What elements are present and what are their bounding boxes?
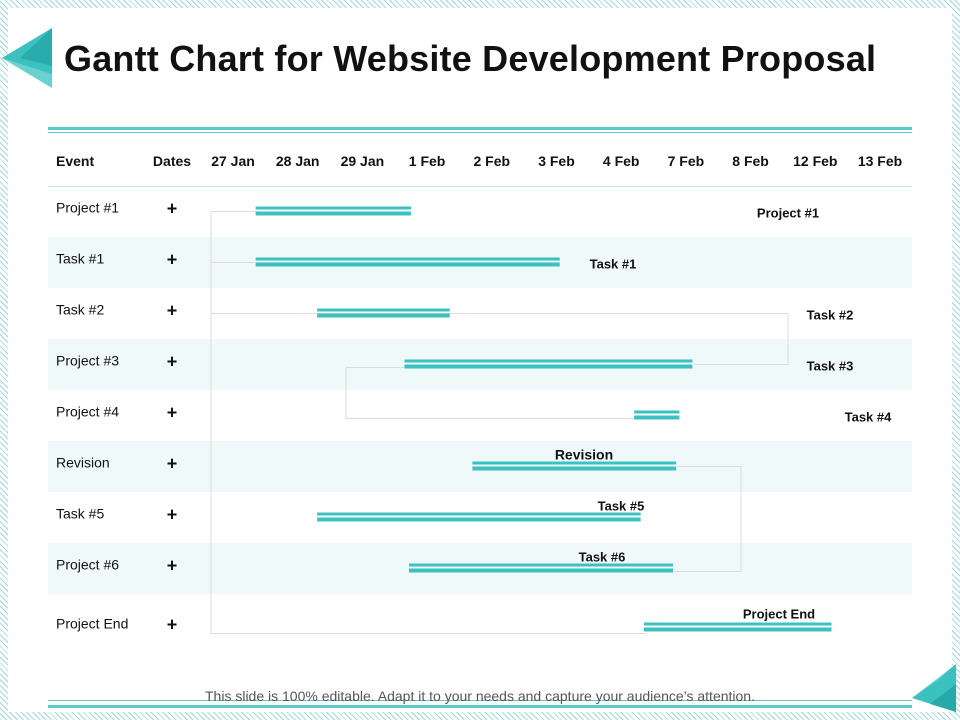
dates-plus-icon: + <box>167 250 178 270</box>
dates-plus-icon: + <box>167 615 178 635</box>
event-label: Project End <box>56 616 128 632</box>
gantt-bar-top <box>255 257 560 261</box>
gantt-bar-top <box>317 308 450 312</box>
gantt-bar <box>408 568 673 573</box>
date-tick-label: 3 Feb <box>538 153 575 169</box>
bottom-right-triangle-decoration <box>912 664 956 712</box>
header-rule <box>48 186 912 187</box>
dates-plus-icon: + <box>167 505 178 525</box>
bar-label: Task #6 <box>579 550 626 565</box>
gantt-bar <box>317 313 450 318</box>
date-tick-label: 7 Feb <box>668 153 705 169</box>
gantt-bar <box>255 262 560 267</box>
footer-note: This slide is 100% editable. Adapt it to… <box>205 688 755 704</box>
connector-revision-task6 <box>674 466 742 572</box>
event-label: Task #5 <box>56 506 104 522</box>
gantt-bar-top <box>472 461 677 465</box>
bar-label: Task #2 <box>807 308 854 323</box>
dates-plus-icon: + <box>167 556 178 576</box>
gantt-bar <box>404 364 693 369</box>
gantt-bar <box>472 466 677 471</box>
date-tick-label: 13 Feb <box>858 153 902 169</box>
bottom-rule <box>48 705 912 708</box>
connector-left <box>210 211 647 634</box>
gantt-bar <box>317 517 641 522</box>
dates-plus-icon: + <box>167 403 178 423</box>
event-label: Project #1 <box>56 200 119 216</box>
gantt-bar <box>634 415 680 420</box>
event-label: Project #3 <box>56 353 119 369</box>
dates-plus-icon: + <box>167 454 178 474</box>
bar-label: Task #4 <box>845 410 893 425</box>
gantt-bar-top <box>643 622 832 626</box>
date-tick-label: 4 Feb <box>603 153 640 169</box>
gantt-bar <box>255 211 411 216</box>
connector-project3-project4 <box>345 367 635 419</box>
gantt-bar-top <box>317 512 641 516</box>
bar-label: Revision <box>555 447 613 463</box>
bottom-rule-thin <box>48 700 912 701</box>
event-label: Project #4 <box>56 404 119 420</box>
top-left-triangle-decoration <box>2 28 52 88</box>
bar-label: Task #3 <box>807 359 854 374</box>
dates-column-header: Dates <box>153 153 191 169</box>
gantt-bar-top <box>634 410 680 414</box>
date-tick-label: 8 Feb <box>732 153 769 169</box>
dates-plus-icon: + <box>167 199 178 219</box>
top-rule <box>48 127 912 130</box>
date-tick-label: 27 Jan <box>211 153 255 169</box>
event-label: Project #6 <box>56 557 119 573</box>
date-tick-label: 29 Jan <box>341 153 385 169</box>
gantt-bar-top <box>404 359 693 363</box>
date-tick-label: 28 Jan <box>276 153 320 169</box>
bar-label: Project #1 <box>757 206 819 221</box>
date-tick-label: 2 Feb <box>474 153 511 169</box>
gantt-bar-top <box>255 206 411 210</box>
connector-task2-task3 <box>211 313 789 365</box>
date-tick-label: 1 Feb <box>409 153 446 169</box>
top-rule-thin <box>48 132 912 133</box>
gantt-bar-top <box>408 563 673 567</box>
gantt-bar <box>643 627 832 632</box>
event-label: Task #1 <box>56 251 104 267</box>
dates-plus-icon: + <box>167 301 178 321</box>
bar-label: Task #1 <box>590 257 637 272</box>
bar-label: Project End <box>743 607 815 622</box>
event-label: Task #2 <box>56 302 104 318</box>
event-column-header: Event <box>56 153 94 169</box>
bar-label: Task #5 <box>598 499 645 514</box>
page-title: Gantt Chart for Website Development Prop… <box>64 38 877 79</box>
event-label: Revision <box>56 455 110 471</box>
date-tick-label: 12 Feb <box>793 153 837 169</box>
dates-plus-icon: + <box>167 352 178 372</box>
